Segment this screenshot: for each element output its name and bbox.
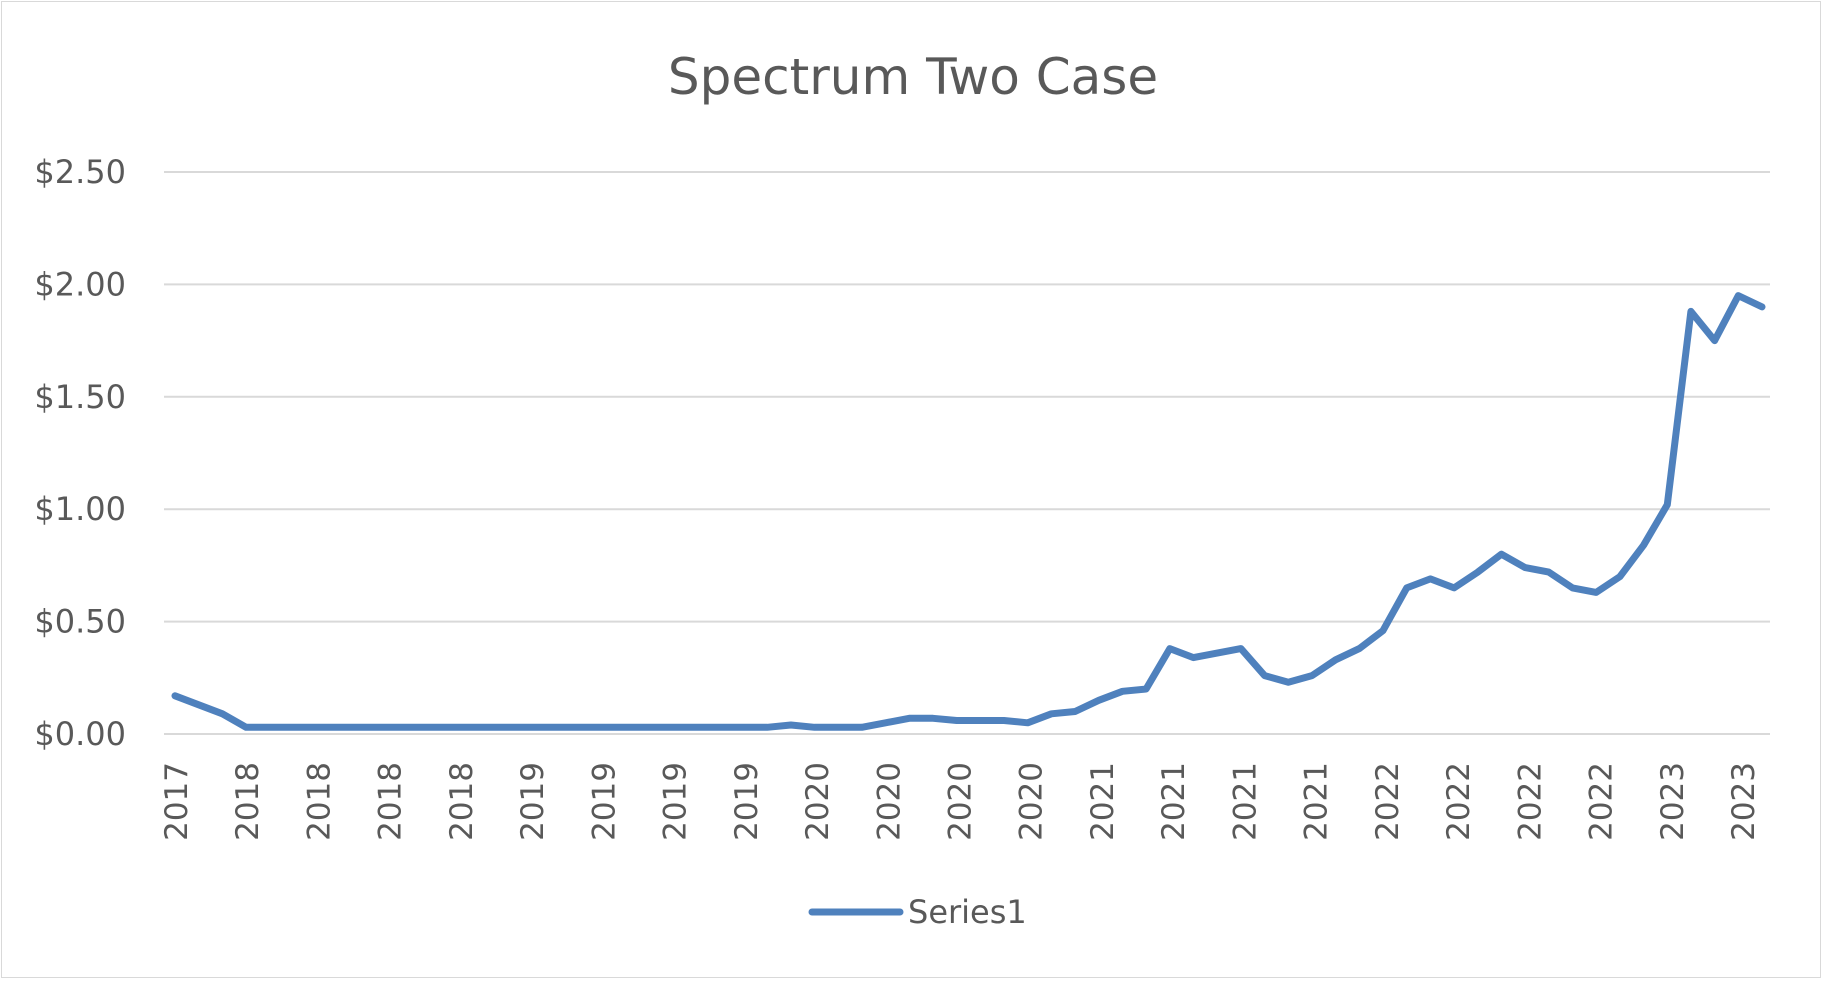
x-tick-label: 2022: [1584, 762, 1620, 841]
x-tick-label: 2021: [1299, 762, 1335, 841]
x-tick-label: 2018: [230, 762, 266, 841]
legend-label-series1: Series1: [908, 893, 1027, 931]
x-tick-label: 2020: [800, 762, 836, 841]
y-axis-tick-labels: $0.00 $0.50 $1.00 $1.50 $2.00 $2.50: [34, 153, 126, 753]
y-tick-label: $0.00: [34, 715, 126, 753]
gridlines: [164, 171, 1770, 735]
x-tick-label: 2019: [729, 762, 765, 841]
series-line-series1: [171, 292, 1766, 731]
x-tick-label: 2018: [301, 762, 337, 841]
y-tick-label: $2.50: [34, 153, 126, 191]
x-tick-label: 2018: [444, 762, 480, 841]
series-layer: [171, 292, 1766, 731]
x-tick-label: 2022: [1441, 762, 1477, 841]
x-tick-label: 2021: [1156, 762, 1192, 841]
x-tick-label: 2019: [586, 762, 622, 841]
x-tick-label: 2023: [1655, 762, 1691, 841]
x-tick-label: 2022: [1512, 762, 1548, 841]
x-tick-label: 2020: [943, 762, 979, 841]
y-tick-label: $2.00: [34, 265, 126, 303]
x-tick-label: 2021: [1085, 762, 1121, 841]
y-tick-label: $1.50: [34, 378, 126, 416]
x-tick-label: 2020: [1014, 762, 1050, 841]
x-tick-label: 2021: [1227, 762, 1263, 841]
y-tick-label: $1.00: [34, 490, 126, 528]
x-tick-label: 2017: [159, 762, 195, 841]
x-tick-label: 2019: [658, 762, 694, 841]
x-tick-label: 2022: [1370, 762, 1406, 841]
x-axis-tick-labels: 2017 2018 2018 2018 2018 2019 2019 2019 2019 2020…: [159, 762, 1762, 841]
x-tick-label: 2018: [373, 762, 409, 841]
chart-title: Spectrum Two Case: [668, 48, 1158, 106]
x-tick-label: 2020: [871, 762, 907, 841]
y-tick-label: $0.50: [34, 603, 126, 641]
x-tick-label: 2023: [1726, 762, 1762, 841]
legend: Series1: [808, 893, 1027, 931]
x-tick-label: 2019: [515, 762, 551, 841]
